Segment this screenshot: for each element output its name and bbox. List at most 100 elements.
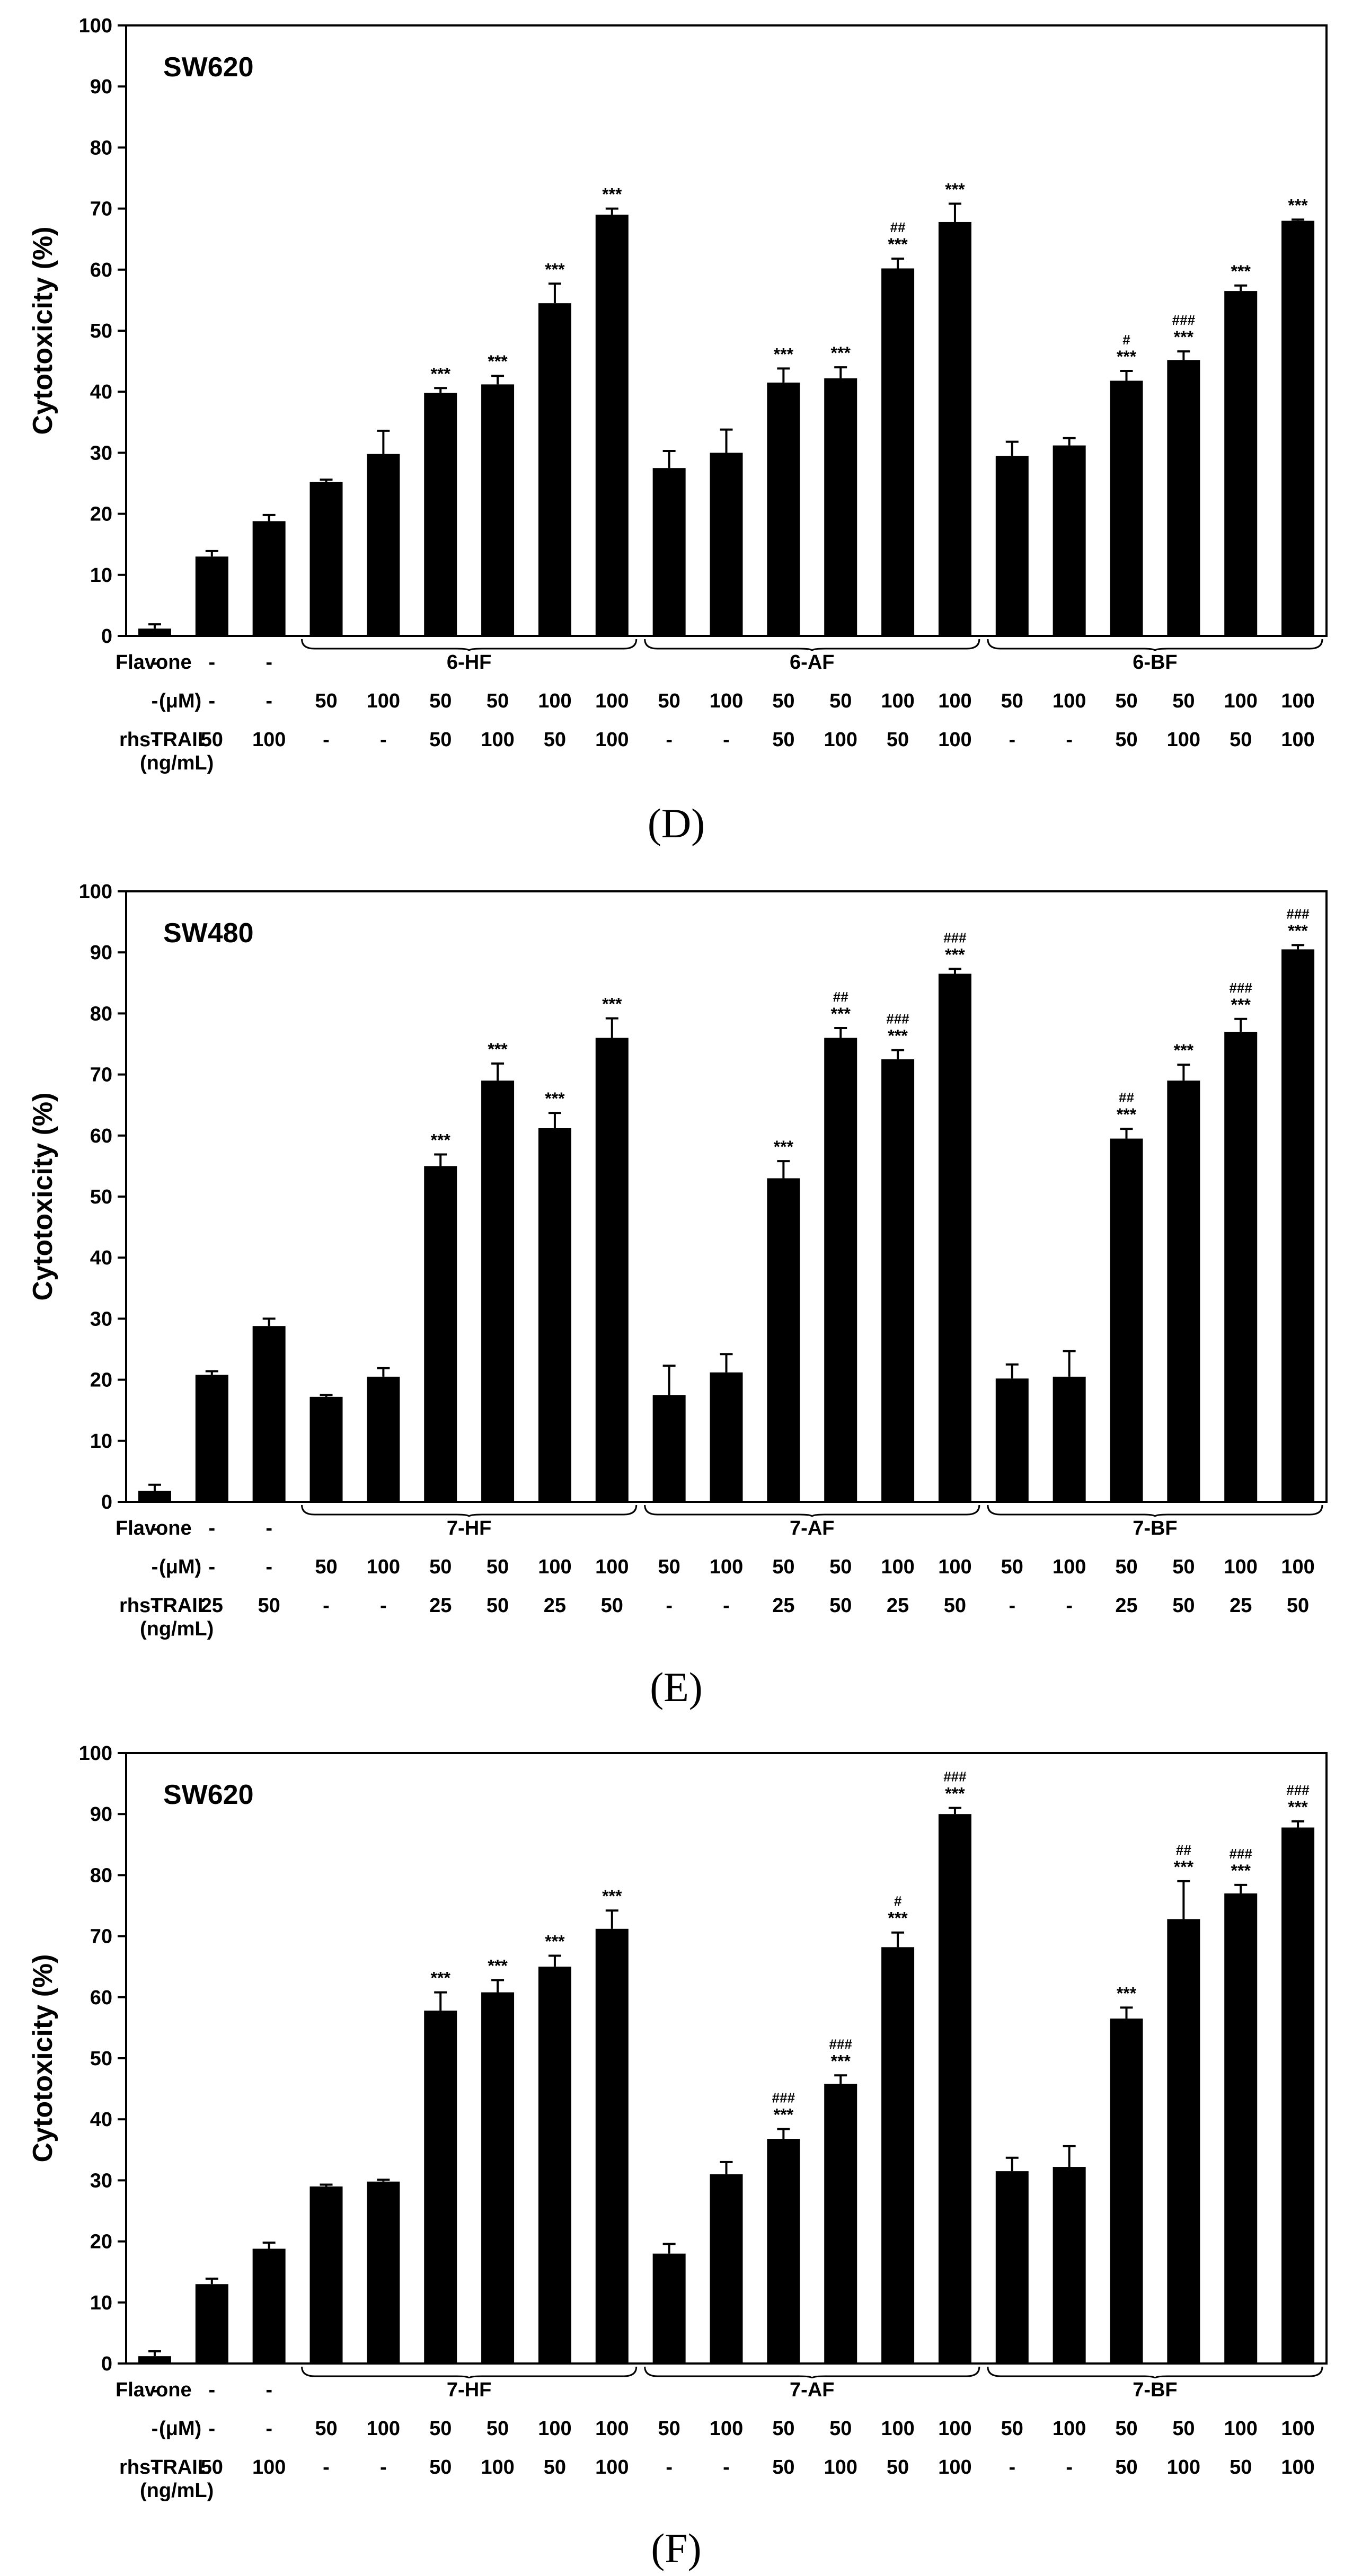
table-cell-concentration: - [266, 2418, 272, 2440]
table-cell-trail: - [380, 1595, 387, 1617]
group-brace [644, 1504, 980, 1517]
y-tick-label: 60 [90, 1987, 112, 2009]
significance-stars: *** [431, 364, 451, 383]
significance-hashes: ### [943, 1769, 967, 1785]
significance-stars: *** [1174, 1041, 1194, 1060]
table-cell-trail: 50 [772, 2456, 794, 2478]
y-tick-label: 50 [90, 320, 112, 342]
significance-stars: *** [1288, 1798, 1308, 1817]
y-tick-label: 30 [90, 1308, 112, 1330]
significance-stars: *** [945, 1784, 965, 1803]
significance-stars: *** [774, 344, 794, 364]
group-brace [301, 639, 638, 651]
y-tick-label: 40 [90, 1247, 112, 1269]
row-label-flavone: Flavone [116, 2379, 192, 2401]
significance-stars: *** [1117, 347, 1137, 366]
group-brace [301, 1504, 638, 1517]
bar [1110, 2019, 1143, 2363]
significance-stars: *** [545, 260, 565, 279]
row-label-concentration: (μM) [159, 2418, 201, 2440]
table-cell-concentration: 50 [1115, 690, 1137, 712]
table-cell-concentration: - [266, 690, 272, 712]
table-cell-concentration: 50 [829, 690, 852, 712]
table-cell-concentration: 100 [367, 1556, 400, 1578]
y-tick-label: 90 [90, 1803, 112, 1826]
significance-hashes: ### [1172, 312, 1196, 328]
table-cell-trail: 50 [601, 1595, 623, 1617]
table-cell-trail: 50 [429, 2456, 452, 2478]
table-cell-concentration: 50 [658, 1556, 680, 1578]
y-tick-label: 20 [90, 2231, 112, 2253]
table-cell-trail: 50 [772, 729, 794, 751]
bar [1167, 1081, 1200, 1502]
bar [652, 1395, 686, 1502]
group-brace [301, 2366, 638, 2379]
bar [367, 2181, 400, 2363]
significance-stars: *** [1288, 921, 1308, 940]
row-label-concentration: (μM) [159, 1556, 201, 1578]
table-cell-concentration: 100 [881, 1556, 914, 1578]
bar [938, 973, 971, 1502]
table-cell-concentration: 50 [1172, 690, 1195, 712]
bar [824, 2084, 857, 2363]
table-cell-concentration: 50 [1172, 1556, 1195, 1578]
table-cell-concentration: 100 [938, 690, 971, 712]
bar [995, 1378, 1029, 1502]
table-cell-concentration: 100 [881, 690, 914, 712]
y-tick-label: 90 [90, 76, 112, 98]
table-cell-trail: 100 [1167, 729, 1200, 751]
table-cell-trail: 50 [201, 729, 223, 751]
table-cell-concentration: - [152, 1556, 158, 1578]
table-cell-trail: 100 [252, 729, 286, 751]
significance-stars: *** [1117, 1984, 1137, 2003]
significance-stars: *** [1117, 1105, 1137, 1124]
bar [1167, 1919, 1200, 2363]
table-cell-concentration: 100 [881, 2418, 914, 2440]
table-cell-concentration: 100 [595, 690, 629, 712]
significance-stars: *** [602, 995, 622, 1014]
table-cell-trail: 50 [544, 2456, 566, 2478]
y-axis-label: Cytotoxicity (%) [28, 1093, 58, 1301]
significance-stars: *** [431, 1131, 451, 1150]
bar [767, 382, 800, 636]
bar [881, 1059, 915, 1502]
row-label-flavone: Flavone [116, 1517, 192, 1539]
row-label-trail: rhsTRAIL [119, 1595, 210, 1617]
table-cell-concentration: - [208, 1556, 215, 1578]
significance-stars: *** [488, 352, 508, 371]
table-cell-trail: - [1066, 1595, 1073, 1617]
significance-hashes: # [894, 1893, 902, 1909]
significance-stars: *** [831, 343, 851, 362]
bar [710, 453, 743, 636]
table-cell-concentration: 100 [1281, 2418, 1314, 2440]
table-cell-concentration: 50 [772, 1556, 794, 1578]
table-cell-concentration: 50 [429, 2418, 452, 2440]
significance-stars: *** [1174, 327, 1194, 347]
table-cell-trail: 100 [824, 729, 857, 751]
table-cell-trail: 50 [1230, 729, 1252, 751]
table-cell-trail: 25 [887, 1595, 909, 1617]
table-cell-flavone: - [152, 2379, 158, 2401]
bar [367, 454, 400, 636]
bar [481, 1992, 515, 2363]
table-cell-concentration: 50 [429, 1556, 452, 1578]
y-tick-label: 30 [90, 442, 112, 464]
table-cell-concentration: 100 [1224, 1556, 1258, 1578]
table-cell-concentration: 100 [367, 690, 400, 712]
significance-stars: *** [774, 1137, 794, 1156]
bar [881, 1947, 915, 2363]
table-cell-concentration: 50 [658, 2418, 680, 2440]
bar [938, 1814, 971, 2363]
table-cell-trail: - [723, 1595, 730, 1617]
table-cell-trail: - [666, 729, 673, 751]
table-cell-trail: 50 [201, 2456, 223, 2478]
table-cell-concentration: 100 [710, 1556, 743, 1578]
table-cell-concentration: 100 [710, 690, 743, 712]
table-cell-concentration: 100 [938, 1556, 971, 1578]
bar [1110, 380, 1143, 636]
y-tick-label: 0 [101, 625, 112, 648]
y-tick-label: 80 [90, 137, 112, 159]
group-label: 6-HF [447, 651, 491, 674]
bar [195, 1375, 228, 1502]
y-tick-label: 50 [90, 1186, 112, 1208]
